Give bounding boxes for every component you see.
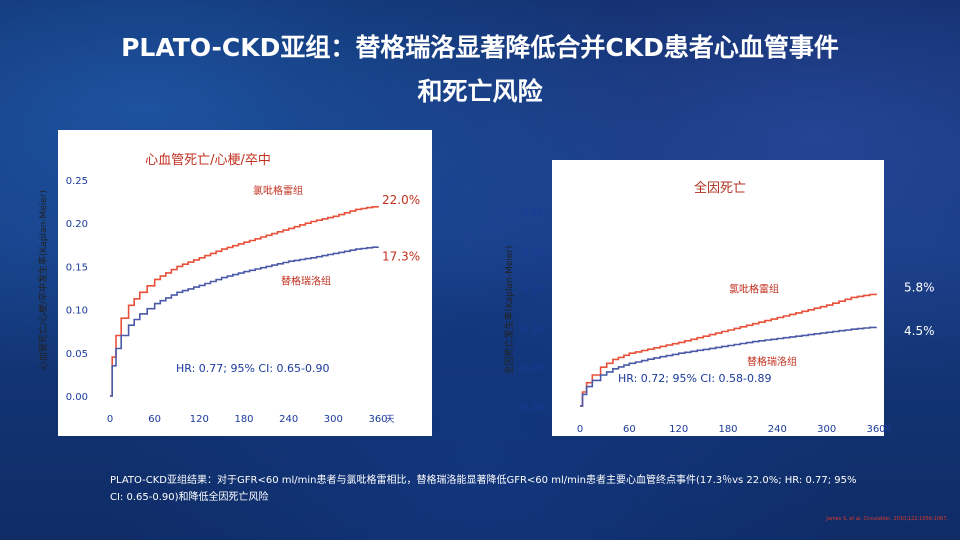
series-line-ticagrelor: [110, 246, 379, 397]
y-tick-label: 0.25: [66, 176, 88, 187]
chart-panel-cv-events: 心血管死亡/心梗/卒中心血管死亡/心梗/卒中发生率(Kaplan-Meier) 0…: [37, 130, 432, 436]
x-tick-label: 360: [866, 424, 885, 435]
reference-citation: James S, et al. Circulation. 2010;122:10…: [826, 516, 948, 522]
series-end-value-label: 4.5%: [904, 324, 935, 338]
series-name-label: 替格瑞洛组: [281, 275, 331, 288]
y-tick-label: 0.15: [66, 262, 88, 273]
chart-title: 全因死亡: [694, 180, 746, 196]
y-tick-label: 0.00: [66, 392, 88, 403]
x-unit-label: 天: [883, 425, 892, 435]
series-name-label: 替格瑞洛组: [747, 355, 797, 368]
chart-panel-all-cause-death: 全因死亡全因死亡发生率(Kaplan-Meier) 0.00 0.05 0.10 0.1…: [503, 160, 935, 436]
series-line-clopidogrel: [110, 205, 379, 397]
y-tick-label: 0.25: [522, 208, 544, 219]
results-footnote: PLATO-CKD亚组结果：对于GFR<60 ml/min患者与氯吡格雷相比，替…: [110, 475, 857, 503]
x-tick-label: 120: [190, 414, 209, 425]
y-tick-label: 0.05: [522, 363, 544, 374]
series-line-clopidogrel: [580, 293, 877, 407]
x-tick-label: 60: [623, 424, 636, 435]
y-tick-label: 0.05: [66, 349, 88, 360]
y-tick-label: 0.10: [522, 324, 544, 335]
y-tick-label: 0.10: [66, 306, 88, 317]
x-tick-label: 300: [324, 414, 343, 425]
page-title: PLATO-CKD亚组：替格瑞洛显著降低合并CKD患者心血管事件 和死亡风险: [0, 26, 960, 114]
series-name-label: 氯吡格雷组: [253, 184, 303, 197]
hazard-ratio-annotation: HR: 0.72; 95% CI: 0.58-0.89: [618, 372, 772, 385]
x-tick-label: 120: [669, 424, 688, 435]
title-line-1: PLATO-CKD亚组：替格瑞洛显著降低合并CKD患者心血管事件: [121, 33, 839, 62]
y-tick-label: 0.00: [522, 402, 544, 413]
x-tick-label: 0: [577, 424, 583, 435]
title-line-2: 和死亡风险: [417, 77, 543, 106]
y-tick-label: 0.20: [66, 219, 88, 230]
series-name-label: 氯吡格雷组: [729, 282, 779, 295]
y-tick-label: 0.20: [522, 247, 544, 258]
x-tick-label: 0: [107, 414, 113, 425]
x-tick-label: 360: [368, 414, 387, 425]
x-unit-label: 天: [385, 415, 394, 425]
chart-title: 心血管死亡/心梗/卒中: [145, 153, 271, 168]
x-tick-label: 300: [817, 424, 836, 435]
x-tick-label: 240: [279, 414, 298, 425]
series-end-value-label: 22.0%: [382, 193, 420, 207]
series-end-value-label: 17.3%: [382, 250, 420, 264]
x-tick-label: 180: [718, 424, 737, 435]
series-line-ticagrelor: [580, 326, 877, 407]
y-axis-label: 全因死亡发生率(Kaplan-Meier): [503, 245, 515, 374]
x-tick-label: 60: [148, 414, 161, 425]
x-tick-label: 240: [768, 424, 787, 435]
x-tick-label: 180: [234, 414, 253, 425]
y-axis-label: 心血管死亡/心梗/卒中发生率(Kaplan-Meier): [37, 190, 49, 370]
hazard-ratio-annotation: HR: 0.77; 95% CI: 0.65-0.90: [176, 362, 330, 375]
y-tick-label: 0.15: [522, 286, 544, 297]
series-end-value-label: 5.8%: [904, 280, 935, 294]
